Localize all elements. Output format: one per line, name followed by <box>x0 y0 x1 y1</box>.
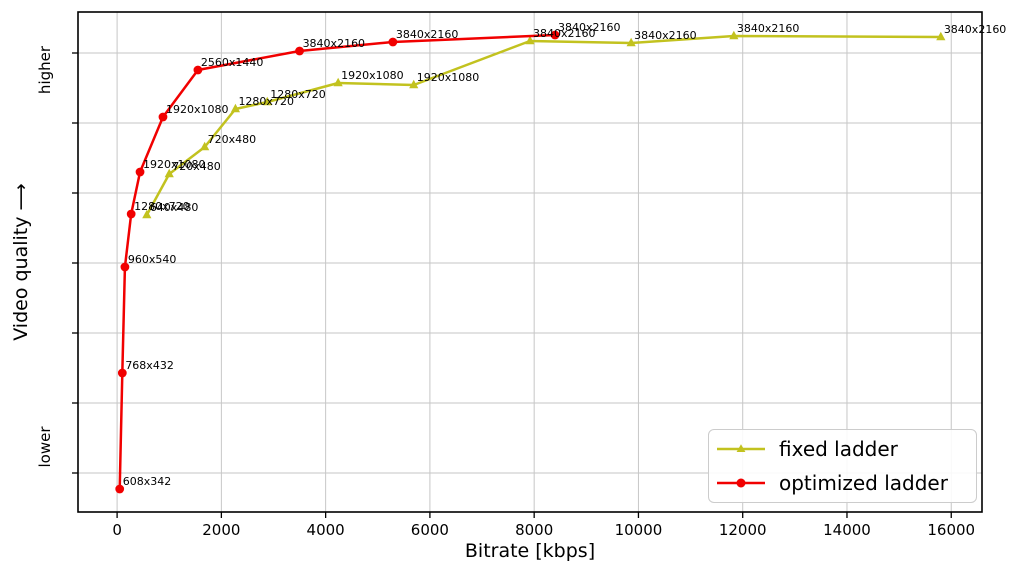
data-point-marker <box>135 167 145 177</box>
x-tick-label: 6000 <box>411 521 449 539</box>
point-label: 3840x2160 <box>737 22 800 35</box>
data-point-marker <box>115 484 125 494</box>
legend-label-optimized-ladder: optimized ladder <box>779 470 948 495</box>
legend-sample-fixed-ladder-line-icon <box>717 444 765 453</box>
point-label: 1920x1080 <box>341 69 404 82</box>
x-tick-label: 2000 <box>202 521 240 539</box>
point-label: 3840x2160 <box>634 29 697 42</box>
x-tick-label: 8000 <box>515 521 553 539</box>
data-point-marker <box>388 37 398 47</box>
data-point-marker <box>409 79 419 89</box>
data-point-marker <box>230 103 241 113</box>
series-line-optimized-ladder <box>118 33 556 490</box>
point-label: 768x432 <box>125 359 174 372</box>
point-label: 2560x1440 <box>201 56 263 69</box>
plot-border <box>77 11 983 513</box>
data-point-marker <box>117 368 127 378</box>
point-label: 3840x2160 <box>558 21 621 34</box>
point-label: 608x342 <box>123 475 172 488</box>
x-tick-label: 0 <box>112 521 122 539</box>
legend-item-optimized-ladder: optimized ladder <box>715 468 968 499</box>
y-tick-label: lower <box>36 426 54 468</box>
y-axis-label: Video quality ⟶ <box>10 183 32 341</box>
data-point-marker <box>120 262 130 272</box>
point-label: 1280x720 <box>134 200 190 213</box>
point-label: 1920x1080 <box>417 71 480 84</box>
data-point-marker <box>626 37 636 47</box>
legend-label-fixed-ladder: fixed ladder <box>779 437 898 462</box>
data-point-marker <box>193 65 203 75</box>
data-point-marker <box>262 96 272 106</box>
data-point-marker <box>333 77 343 87</box>
series-line-fixed-ladder <box>145 34 941 216</box>
point-label: 1280x720 <box>238 95 294 108</box>
point-label: 3840x2160 <box>396 28 459 41</box>
point-label: 1920x1080 <box>166 103 229 116</box>
data-point-marker <box>729 30 739 40</box>
data-point-marker <box>126 209 136 219</box>
data-point-marker <box>164 168 174 178</box>
point-label: 3840x2160 <box>533 27 596 40</box>
point-label: 3840x2160 <box>303 37 366 50</box>
data-point-marker <box>158 112 168 122</box>
data-point-marker <box>550 30 560 40</box>
x-tick-label: 4000 <box>307 521 345 539</box>
data-point-marker <box>936 31 946 41</box>
data-point-marker <box>525 35 535 45</box>
point-label: 1920x1080 <box>143 158 206 171</box>
point-label: 1280x720 <box>270 88 326 101</box>
legend: fixed ladder optimized ladder <box>708 429 977 503</box>
x-tick-label: 12000 <box>719 521 767 539</box>
x-axis-label: Bitrate [kbps] <box>465 540 595 562</box>
y-tick-label: higher <box>36 45 54 94</box>
x-tick-label: 16000 <box>927 521 975 539</box>
data-point-marker <box>295 46 304 56</box>
point-label: 960x540 <box>128 253 177 266</box>
data-point-marker <box>142 209 152 219</box>
point-label: 3840x2160 <box>944 23 1007 36</box>
x-tick-label: 14000 <box>823 521 871 539</box>
point-label: 640x480 <box>150 201 199 214</box>
legend-sample-optimized-ladder-line-icon <box>717 478 765 488</box>
legend-item-fixed-ladder: fixed ladder <box>715 434 968 465</box>
point-label: 720x480 <box>172 160 221 173</box>
data-point-marker <box>200 141 210 151</box>
point-label: 720x480 <box>208 133 257 146</box>
x-tick-label: 10000 <box>615 521 663 539</box>
